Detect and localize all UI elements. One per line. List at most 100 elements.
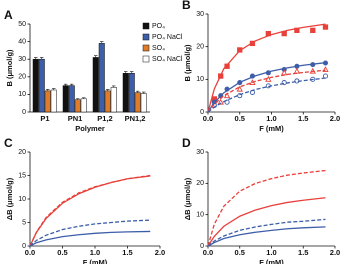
bar — [104, 90, 111, 113]
y-tick-label: 20 — [18, 149, 26, 156]
fit-curve — [29, 230, 151, 247]
bar — [44, 90, 51, 113]
bar — [68, 85, 75, 113]
panel-label: A — [4, 8, 13, 22]
y-axis-label: B (μmol/g) — [5, 49, 14, 87]
x-tick-label: 0.5 — [235, 248, 245, 257]
y-tick-label: 10 — [18, 196, 26, 203]
fit-curve — [207, 169, 326, 247]
error-bar — [124, 71, 128, 74]
y-tick-label: 0 — [22, 243, 26, 250]
x-axis-label: F (mM) — [259, 258, 284, 264]
y-tick-label: 30 — [196, 11, 204, 18]
y-tick-label: 20 — [196, 180, 204, 187]
panel-label: D — [182, 136, 191, 150]
y-tick-label: 10 — [196, 76, 204, 83]
x-tick-label: 0.5 — [57, 248, 67, 257]
bar — [50, 89, 57, 113]
error-bar — [52, 88, 56, 90]
x-tick-label: 2.0 — [330, 248, 340, 257]
y-tick-label: 40 — [18, 38, 26, 45]
error-bar — [64, 83, 68, 86]
legend-swatch — [142, 22, 150, 30]
bar — [32, 58, 39, 113]
panel-label: C — [4, 136, 13, 150]
error-bar — [46, 89, 50, 91]
error-bar — [100, 41, 104, 44]
error-bar — [142, 91, 146, 94]
error-bar — [106, 89, 110, 91]
data-point — [322, 24, 329, 30]
error-bar — [82, 97, 86, 99]
fit-curve — [207, 62, 326, 113]
x-tick-label: PN1,2 — [125, 114, 146, 123]
x-tick-label: P1 — [40, 114, 49, 123]
y-tick-label: 20 — [196, 44, 204, 51]
x-tick-label: 1.0 — [266, 248, 276, 257]
data-point — [217, 98, 224, 105]
bar — [134, 92, 141, 113]
legend-swatch — [142, 33, 150, 41]
error-bar — [112, 85, 116, 88]
legend-swatch — [142, 44, 150, 52]
legend-label: PO₄ — [152, 23, 165, 30]
y-tick-label: 0 — [200, 109, 204, 116]
fit-curve — [207, 23, 326, 113]
x-tick-label: 1.0 — [266, 114, 276, 123]
bar — [92, 57, 99, 113]
legend-swatch — [142, 55, 150, 63]
x-tick-label: 1.5 — [298, 114, 308, 123]
fit-curve — [29, 174, 151, 247]
y-tick-label: 30 — [196, 149, 204, 156]
bar — [140, 93, 147, 113]
error-bar — [136, 90, 140, 93]
error-bar — [34, 57, 38, 60]
x-tick-label: 0.0 — [203, 114, 213, 123]
bar — [128, 73, 135, 113]
error-bar — [76, 98, 80, 100]
legend-label: PO₄ NaCl — [152, 34, 183, 41]
fit-curve — [207, 77, 326, 113]
data-point — [293, 67, 301, 74]
x-tick-label: 0.0 — [25, 248, 35, 257]
error-bar — [130, 71, 134, 74]
y-axis-label: ΔB (μmol/g) — [5, 177, 14, 220]
fit-curve — [207, 197, 326, 247]
y-tick-label: 15 — [18, 172, 26, 179]
y-tick-label: 0 — [200, 243, 204, 250]
x-tick-label: 0.5 — [235, 114, 245, 123]
fit-curve — [207, 226, 326, 247]
y-tick-label: 50 — [18, 21, 26, 28]
legend-label: SO₄ — [152, 45, 165, 52]
x-axis-label: F (mM) — [83, 258, 108, 264]
bar — [74, 99, 81, 113]
error-bar — [70, 83, 74, 86]
y-tick-label: 10 — [18, 91, 26, 98]
y-tick-label: 10 — [196, 212, 204, 219]
x-tick-label: PN1 — [68, 114, 83, 123]
x-axis-label: F (mM) — [259, 124, 284, 133]
x-tick-label: 0.0 — [203, 248, 213, 257]
fit-curve — [207, 69, 326, 113]
bar — [122, 73, 129, 113]
bar — [80, 98, 87, 113]
fit-curve — [207, 218, 326, 247]
data-point — [223, 92, 231, 99]
y-tick-label: 20 — [18, 74, 26, 81]
x-tick-label: 2.0 — [330, 114, 340, 123]
x-tick-label: 2.0 — [155, 248, 165, 257]
fit-curve — [29, 219, 151, 247]
y-axis-label: ΔB (μmol/g) — [183, 177, 192, 220]
x-tick-label: 1.5 — [122, 248, 132, 257]
error-bar — [40, 57, 44, 60]
legend-label: SO₄ NaCl — [152, 56, 183, 63]
bar — [62, 85, 69, 113]
x-tick-label: 1.5 — [298, 248, 308, 257]
data-point — [310, 27, 316, 33]
bar — [38, 58, 45, 113]
panel-label: B — [182, 0, 191, 12]
y-axis-label: B (μmol/g) — [183, 44, 192, 82]
x-tick-label: 1.0 — [90, 248, 100, 257]
bar — [110, 87, 117, 113]
